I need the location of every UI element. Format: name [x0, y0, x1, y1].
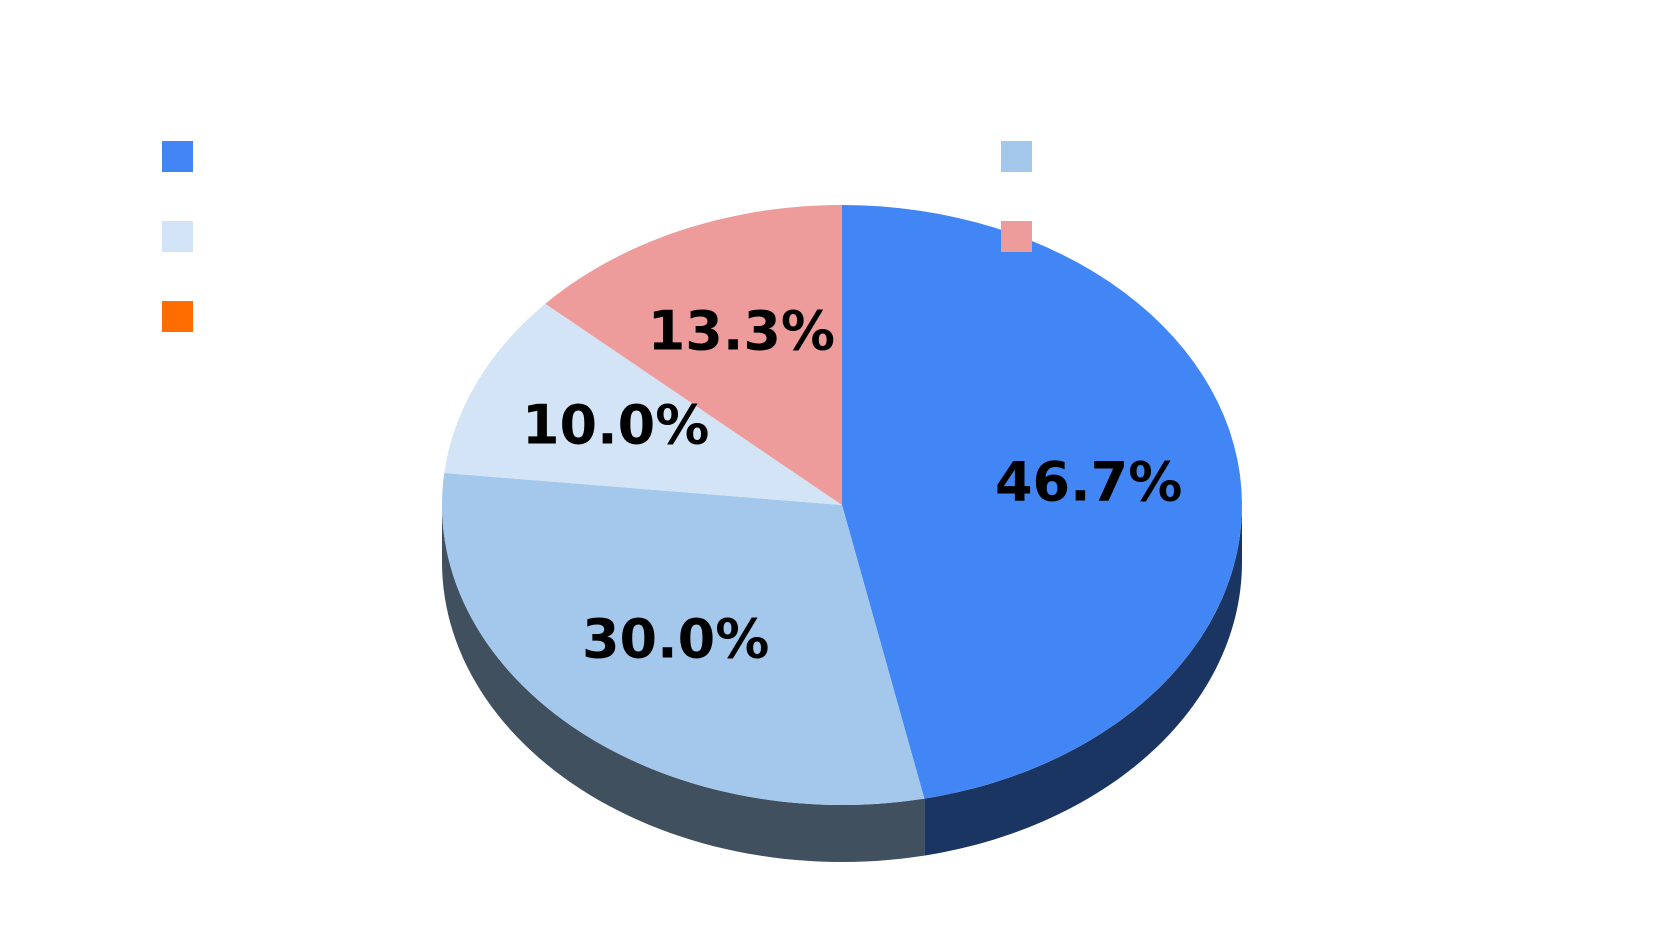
- slice: [442, 473, 925, 805]
- legend-swatch: [162, 301, 193, 332]
- data-label: 46.7%: [995, 450, 1182, 513]
- data-label: 10.0%: [522, 394, 709, 457]
- legend-swatch: [162, 141, 193, 172]
- legend-swatch: [1001, 221, 1032, 252]
- data-label: 30.0%: [582, 608, 769, 671]
- slice-side: [442, 505, 925, 862]
- slice: [842, 205, 1242, 799]
- legend-swatch: [162, 221, 193, 252]
- data-label: 13.3%: [648, 300, 835, 363]
- slice: [444, 303, 842, 505]
- slice-side: [924, 505, 1242, 856]
- slice: [545, 205, 842, 505]
- legend-swatch: [1001, 141, 1032, 172]
